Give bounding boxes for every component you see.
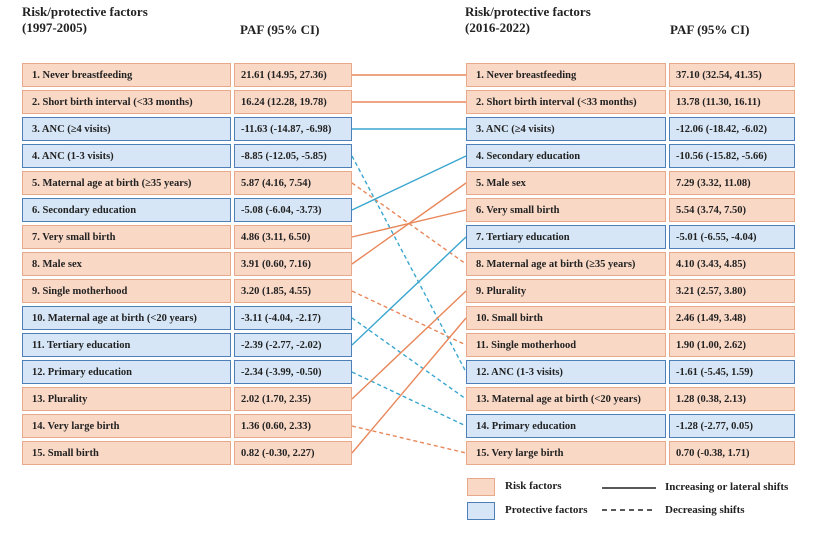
right-factor-paf: -1.28 (-2.77, 0.05) [669,414,795,438]
left-factor-label: 4. ANC (1-3 visits) [22,144,231,168]
connector-line [351,290,467,400]
left-title-line2: (1997-2005) [22,20,87,35]
left-factor-label: 14. Very large birth [22,414,231,438]
left-factor-paf: 21.61 (14.95, 27.36) [234,63,352,87]
left-factor-label: 8. Male sex [22,252,231,276]
left-factor-paf: -2.34 (-3.99, -0.50) [234,360,352,384]
right-factor-label: 12. ANC (1-3 visits) [466,360,666,384]
right-factor-paf: -1.61 (-5.45, 1.59) [669,360,795,384]
left-factor-paf: 1.36 (0.60, 2.33) [234,414,352,438]
legend-solid-label: Increasing or lateral shifts [665,481,789,493]
right-factor-label: 10. Small birth [466,306,666,330]
left-factor-label: 1. Never breastfeeding [22,63,231,87]
left-factor-label: 7. Very small birth [22,225,231,249]
left-paf-header: PAF (95% CI) [240,22,320,37]
right-factor-paf: 37.10 (32.54, 41.35) [669,63,795,87]
right-factor-paf: 3.21 (2.57, 3.80) [669,279,795,303]
connector-line [351,155,467,373]
left-factor-paf: -11.63 (-14.87, -6.98) [234,117,352,141]
right-factor-paf: 4.10 (3.43, 4.85) [669,252,795,276]
right-paf-header: PAF (95% CI) [670,22,750,37]
left-factor-paf: 3.91 (0.60, 7.16) [234,252,352,276]
left-factor-label: 9. Single motherhood [22,279,231,303]
left-factor-label: 15. Small birth [22,441,231,465]
connector-line [351,155,467,211]
right-factor-paf: 2.46 (1.49, 3.48) [669,306,795,330]
legend-line-samples [602,487,656,511]
left-factor-label: 6. Secondary education [22,198,231,222]
right-factor-paf: -10.56 (-15.82, -5.66) [669,144,795,168]
right-factor-label: 13. Maternal age at birth (<20 years) [466,387,666,411]
right-title: Risk/protective factors (2016-2022) [465,4,591,36]
left-factor-label: 3. ANC (≥4 visits) [22,117,231,141]
left-factor-paf: 5.87 (4.16, 7.54) [234,171,352,195]
left-factor-label: 5. Maternal age at birth (≥35 years) [22,171,231,195]
legend-protective-label: Protective factors [505,504,588,516]
right-factor-label: 14. Primary education [466,414,666,438]
legend-dashed-label: Decreasing shifts [665,504,745,516]
right-factor-paf: 13.78 (11.30, 16.11) [669,90,795,114]
connector-line [351,317,467,454]
left-factor-paf: 4.86 (3.11, 6.50) [234,225,352,249]
right-factor-label: 9. Plurality [466,279,666,303]
left-factor-paf: -5.08 (-6.04, -3.73) [234,198,352,222]
left-factor-label: 2. Short birth interval (<33 months) [22,90,231,114]
right-factor-paf: 1.28 (0.38, 2.13) [669,387,795,411]
legend-risk-label: Risk factors [505,480,562,492]
right-factor-label: 5. Male sex [466,171,666,195]
connector-line [351,182,467,265]
legend-risk-swatch [467,478,495,496]
connector-line [351,236,467,346]
right-factor-label: 4. Secondary education [466,144,666,168]
connector-line [351,317,467,400]
left-factor-paf: 16.24 (12.28, 19.78) [234,90,352,114]
right-factor-paf: 0.70 (-0.38, 1.71) [669,441,795,465]
left-factor-paf: -3.11 (-4.04, -2.17) [234,306,352,330]
right-factor-paf: -5.01 (-6.55, -4.04) [669,225,795,249]
right-factor-paf: 5.54 (3.74, 7.50) [669,198,795,222]
right-factor-paf: 1.90 (1.00, 2.62) [669,333,795,357]
connector-line [351,290,467,346]
left-factor-label: 11. Tertiary education [22,333,231,357]
connector-line [351,371,467,427]
left-factor-label: 12. Primary education [22,360,231,384]
legend-protective-swatch [467,502,495,520]
right-factor-label: 1. Never breastfeeding [466,63,666,87]
left-factor-paf: -2.39 (-2.77, -2.02) [234,333,352,357]
connector-line [351,425,467,454]
right-factor-label: 8. Maternal age at birth (≥35 years) [466,252,666,276]
left-factor-label: 13. Plurality [22,387,231,411]
left-factor-paf: 3.20 (1.85, 4.55) [234,279,352,303]
right-factor-label: 3. ANC (≥4 visits) [466,117,666,141]
right-title-line2: (2016-2022) [465,20,530,35]
connector-line [351,182,467,265]
right-factor-label: 2. Short birth interval (<33 months) [466,90,666,114]
left-factor-paf: -8.85 (-12.05, -5.85) [234,144,352,168]
left-factor-paf: 2.02 (1.70, 2.35) [234,387,352,411]
left-title: Risk/protective factors (1997-2005) [22,4,148,36]
right-factor-paf: -12.06 (-18.42, -6.02) [669,117,795,141]
right-factor-label: 6. Very small birth [466,198,666,222]
right-factor-paf: 7.29 (3.32, 11.08) [669,171,795,195]
right-factor-label: 7. Tertiary education [466,225,666,249]
right-factor-label: 15. Very large birth [466,441,666,465]
left-factor-paf: 0.82 (-0.30, 2.27) [234,441,352,465]
left-title-line1: Risk/protective factors [22,4,148,19]
right-factor-label: 11. Single motherhood [466,333,666,357]
left-factor-label: 10. Maternal age at birth (<20 years) [22,306,231,330]
right-title-line1: Risk/protective factors [465,4,591,19]
